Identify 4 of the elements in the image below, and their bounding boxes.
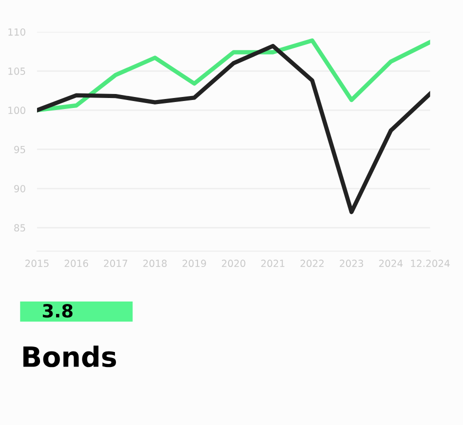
line-series — [37, 38, 430, 112]
text: 3.8 — [42, 304, 73, 318]
line-series — [37, 44, 430, 214]
text: Bonds — [23, 346, 116, 368]
